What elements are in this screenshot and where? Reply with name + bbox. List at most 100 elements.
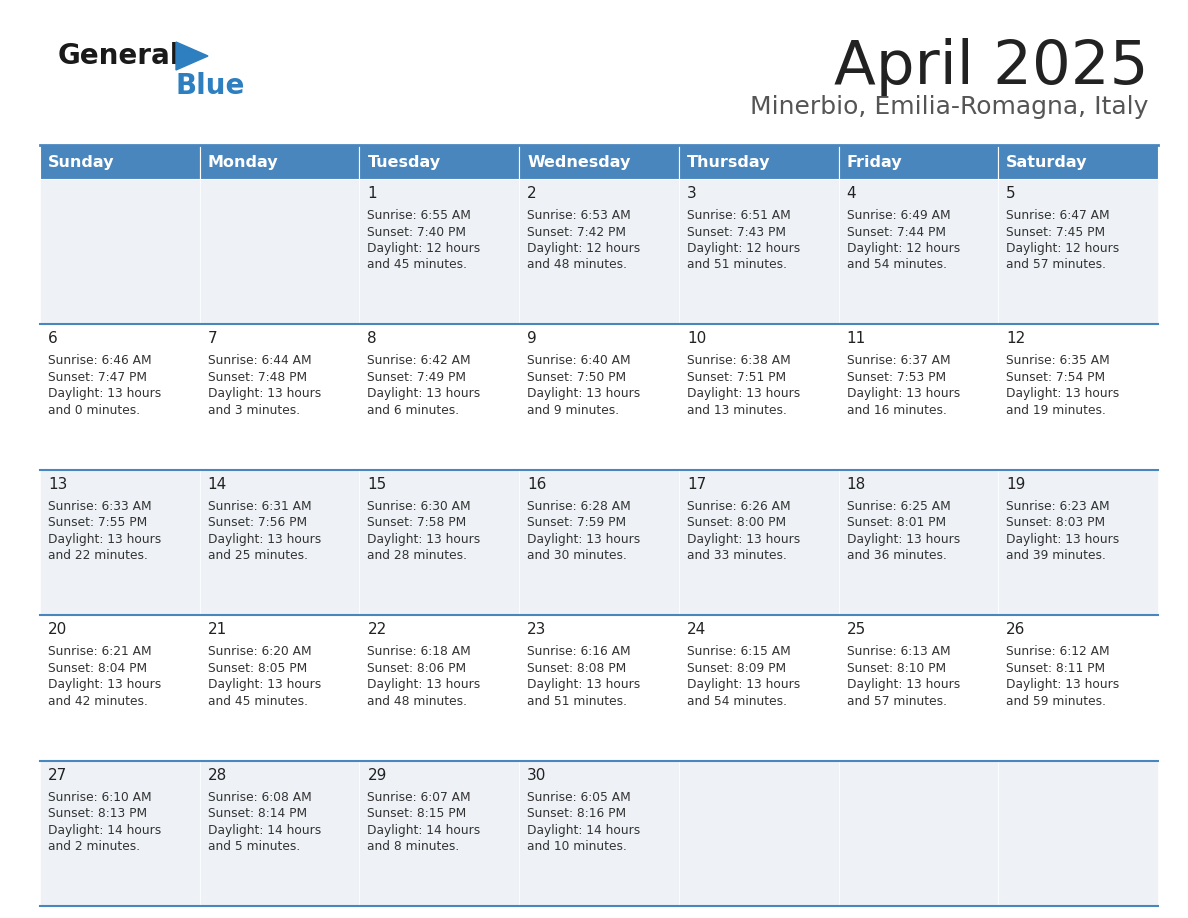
Text: 5: 5 xyxy=(1006,186,1016,201)
Text: Sunrise: 6:30 AM: Sunrise: 6:30 AM xyxy=(367,499,472,513)
Bar xyxy=(40,145,200,179)
Bar xyxy=(360,179,519,324)
Text: and 54 minutes.: and 54 minutes. xyxy=(687,695,786,708)
Bar xyxy=(998,324,1158,470)
Text: 26: 26 xyxy=(1006,622,1025,637)
Text: Daylight: 13 hours: Daylight: 13 hours xyxy=(208,678,321,691)
Text: and 48 minutes.: and 48 minutes. xyxy=(527,259,627,272)
Bar xyxy=(839,179,998,324)
Bar xyxy=(839,470,998,615)
Text: Sunrise: 6:51 AM: Sunrise: 6:51 AM xyxy=(687,209,790,222)
Text: 12: 12 xyxy=(1006,331,1025,346)
Text: Daylight: 12 hours: Daylight: 12 hours xyxy=(367,242,481,255)
Text: 9: 9 xyxy=(527,331,537,346)
Text: Daylight: 13 hours: Daylight: 13 hours xyxy=(48,387,162,400)
Text: Daylight: 14 hours: Daylight: 14 hours xyxy=(48,823,162,836)
Bar xyxy=(519,324,678,470)
Bar xyxy=(360,324,519,470)
Text: Sunset: 8:00 PM: Sunset: 8:00 PM xyxy=(687,516,786,530)
Text: and 54 minutes.: and 54 minutes. xyxy=(847,259,947,272)
Text: Daylight: 13 hours: Daylight: 13 hours xyxy=(847,532,960,546)
Text: Sunrise: 6:46 AM: Sunrise: 6:46 AM xyxy=(48,354,152,367)
Text: Sunset: 8:05 PM: Sunset: 8:05 PM xyxy=(208,662,307,675)
Text: Sunset: 8:13 PM: Sunset: 8:13 PM xyxy=(48,807,147,820)
Text: Sunset: 8:11 PM: Sunset: 8:11 PM xyxy=(1006,662,1105,675)
Text: Sunset: 7:49 PM: Sunset: 7:49 PM xyxy=(367,371,467,384)
Text: 24: 24 xyxy=(687,622,706,637)
Text: 21: 21 xyxy=(208,622,227,637)
Bar xyxy=(998,145,1158,179)
Bar xyxy=(40,470,200,615)
Text: Daylight: 13 hours: Daylight: 13 hours xyxy=(367,678,481,691)
Text: Daylight: 12 hours: Daylight: 12 hours xyxy=(687,242,800,255)
Text: and 59 minutes.: and 59 minutes. xyxy=(1006,695,1106,708)
Text: 1: 1 xyxy=(367,186,377,201)
Text: Sunset: 8:16 PM: Sunset: 8:16 PM xyxy=(527,807,626,820)
Text: Sunset: 7:58 PM: Sunset: 7:58 PM xyxy=(367,516,467,530)
Text: Sunset: 7:42 PM: Sunset: 7:42 PM xyxy=(527,226,626,239)
Bar xyxy=(360,615,519,761)
Bar xyxy=(998,179,1158,324)
Text: Sunrise: 6:16 AM: Sunrise: 6:16 AM xyxy=(527,645,631,658)
Text: Monday: Monday xyxy=(208,154,278,170)
Bar xyxy=(998,470,1158,615)
Text: and 30 minutes.: and 30 minutes. xyxy=(527,549,627,563)
Bar xyxy=(519,761,678,906)
Text: Daylight: 13 hours: Daylight: 13 hours xyxy=(1006,678,1119,691)
Text: Thursday: Thursday xyxy=(687,154,770,170)
Text: General: General xyxy=(58,42,181,70)
Text: and 36 minutes.: and 36 minutes. xyxy=(847,549,947,563)
Bar xyxy=(200,470,360,615)
Text: and 45 minutes.: and 45 minutes. xyxy=(367,259,467,272)
Text: and 13 minutes.: and 13 minutes. xyxy=(687,404,786,417)
Text: April 2025: April 2025 xyxy=(834,38,1148,97)
Text: 20: 20 xyxy=(48,622,68,637)
Text: Sunset: 7:47 PM: Sunset: 7:47 PM xyxy=(48,371,147,384)
Bar xyxy=(678,761,839,906)
Text: Sunset: 7:54 PM: Sunset: 7:54 PM xyxy=(1006,371,1105,384)
Bar xyxy=(40,615,200,761)
Bar xyxy=(519,145,678,179)
Bar xyxy=(839,324,998,470)
Polygon shape xyxy=(176,42,208,70)
Text: Sunrise: 6:10 AM: Sunrise: 6:10 AM xyxy=(48,790,152,803)
Text: Sunrise: 6:08 AM: Sunrise: 6:08 AM xyxy=(208,790,311,803)
Text: Sunrise: 6:35 AM: Sunrise: 6:35 AM xyxy=(1006,354,1110,367)
Text: Sunrise: 6:55 AM: Sunrise: 6:55 AM xyxy=(367,209,472,222)
Text: 22: 22 xyxy=(367,622,386,637)
Text: 16: 16 xyxy=(527,476,546,492)
Text: Sunset: 8:14 PM: Sunset: 8:14 PM xyxy=(208,807,307,820)
Text: 27: 27 xyxy=(48,767,68,783)
Text: Daylight: 13 hours: Daylight: 13 hours xyxy=(527,678,640,691)
Text: and 28 minutes.: and 28 minutes. xyxy=(367,549,467,563)
Bar xyxy=(839,761,998,906)
Bar xyxy=(200,324,360,470)
Text: Sunset: 7:51 PM: Sunset: 7:51 PM xyxy=(687,371,786,384)
Bar xyxy=(678,615,839,761)
Text: Sunrise: 6:49 AM: Sunrise: 6:49 AM xyxy=(847,209,950,222)
Text: Daylight: 13 hours: Daylight: 13 hours xyxy=(527,532,640,546)
Text: and 39 minutes.: and 39 minutes. xyxy=(1006,549,1106,563)
Text: Daylight: 13 hours: Daylight: 13 hours xyxy=(687,532,800,546)
Text: Sunset: 7:45 PM: Sunset: 7:45 PM xyxy=(1006,226,1105,239)
Bar xyxy=(678,470,839,615)
Text: Sunrise: 6:05 AM: Sunrise: 6:05 AM xyxy=(527,790,631,803)
Text: Blue: Blue xyxy=(176,72,246,100)
Text: 29: 29 xyxy=(367,767,387,783)
Text: 8: 8 xyxy=(367,331,377,346)
Text: Sunset: 7:50 PM: Sunset: 7:50 PM xyxy=(527,371,626,384)
Text: Sunrise: 6:40 AM: Sunrise: 6:40 AM xyxy=(527,354,631,367)
Text: and 3 minutes.: and 3 minutes. xyxy=(208,404,299,417)
Text: and 25 minutes.: and 25 minutes. xyxy=(208,549,308,563)
Text: Sunset: 8:01 PM: Sunset: 8:01 PM xyxy=(847,516,946,530)
Text: and 51 minutes.: and 51 minutes. xyxy=(687,259,786,272)
Text: 30: 30 xyxy=(527,767,546,783)
Text: 14: 14 xyxy=(208,476,227,492)
Text: 25: 25 xyxy=(847,622,866,637)
Bar xyxy=(40,324,200,470)
Text: Tuesday: Tuesday xyxy=(367,154,441,170)
Text: Sunrise: 6:47 AM: Sunrise: 6:47 AM xyxy=(1006,209,1110,222)
Bar xyxy=(40,179,200,324)
Text: Sunset: 7:48 PM: Sunset: 7:48 PM xyxy=(208,371,307,384)
Bar xyxy=(678,145,839,179)
